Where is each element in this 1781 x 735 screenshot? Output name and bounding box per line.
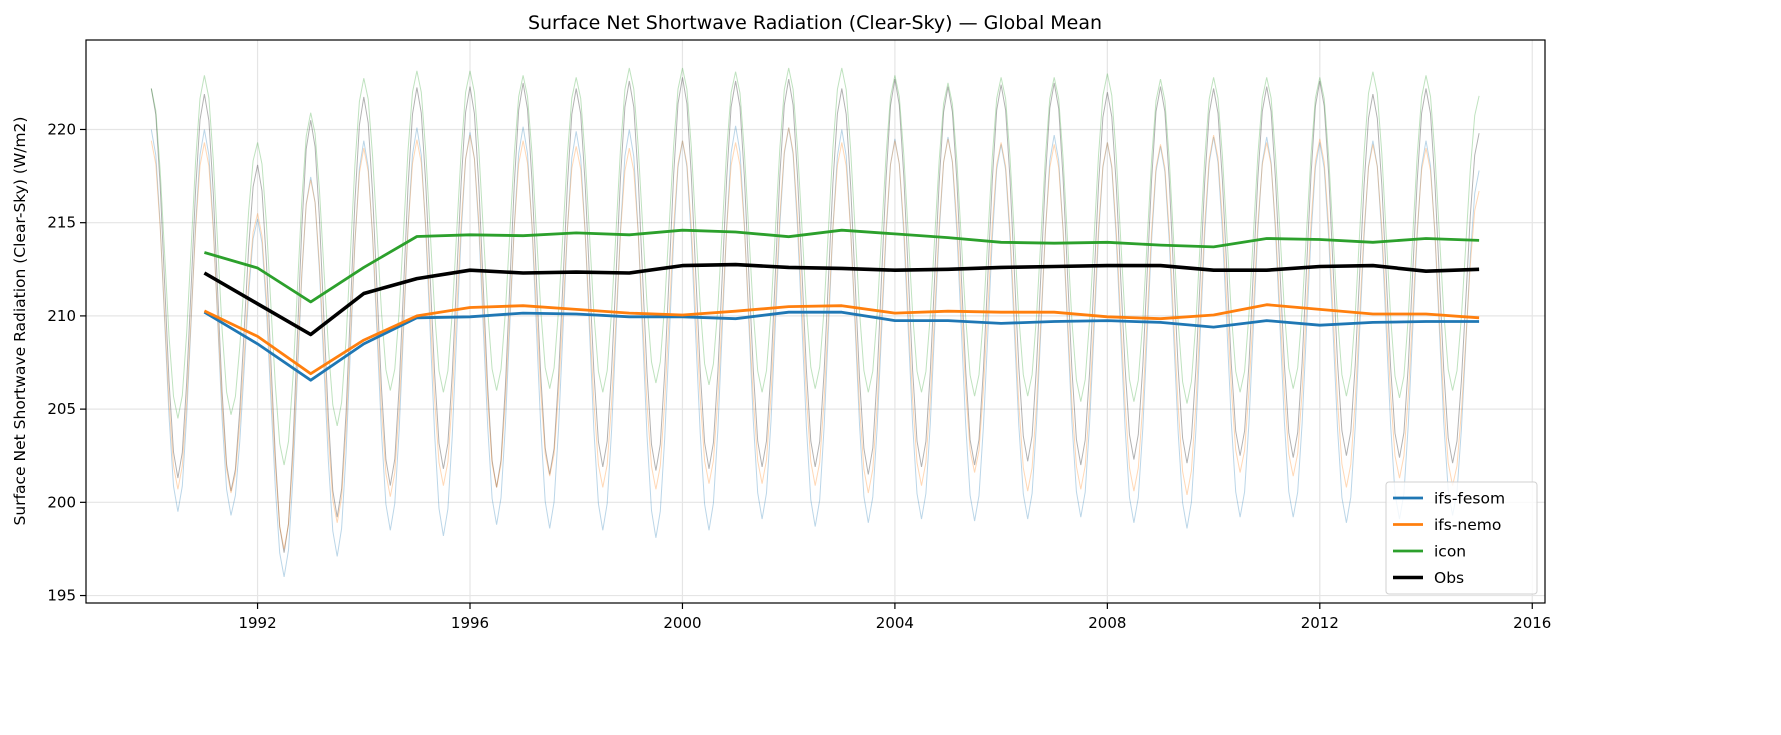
annual-line-ifs-nemo xyxy=(203,303,1480,376)
legend-label: ifs-fesom xyxy=(1434,490,1505,508)
monthly-line-obs xyxy=(150,77,1480,553)
annual-line-icon xyxy=(204,228,1480,304)
annual-mean-series xyxy=(203,228,1480,382)
y-tick-label: 215 xyxy=(47,214,76,232)
monthly-line-ifs-nemo xyxy=(150,127,1480,549)
x-tick-label: 2016 xyxy=(1513,614,1551,632)
x-tick-label: 2000 xyxy=(663,614,701,632)
x-tick-label: 2012 xyxy=(1301,614,1339,632)
legend-label: Obs xyxy=(1434,569,1464,587)
monthly-series xyxy=(150,67,1480,577)
x-tick-label: 1992 xyxy=(238,614,276,632)
y-tick-label: 210 xyxy=(47,307,76,325)
y-tick-label: 220 xyxy=(47,120,76,138)
chart-title: Surface Net Shortwave Radiation (Clear-S… xyxy=(528,12,1102,34)
monthly-line-ifs-fesom xyxy=(150,125,1480,577)
annual-line-ifs-fesom xyxy=(203,310,1480,382)
axis-ticks: 1992 1996 2000 2004 2008 2012 2016 195 200 205 210… xyxy=(47,120,1551,632)
y-tick-label: 200 xyxy=(47,493,76,511)
monthly-line-icon xyxy=(150,67,1480,466)
annual-line-obs xyxy=(203,262,1480,337)
y-axis-label: Surface Net Shortwave Radiation (Clear-S… xyxy=(11,117,29,526)
y-tick-label: 195 xyxy=(47,587,76,605)
legend: ifs-fesom ifs-nemo icon Obs xyxy=(1385,481,1538,595)
legend-label: ifs-nemo xyxy=(1434,516,1501,534)
y-tick-label: 205 xyxy=(47,400,76,418)
plot-frame xyxy=(85,39,1546,604)
x-tick-label: 2004 xyxy=(876,614,914,632)
x-tick-label: 1996 xyxy=(451,614,489,632)
x-tick-label: 2008 xyxy=(1088,614,1126,632)
legend-label: icon xyxy=(1434,543,1466,561)
legend-box xyxy=(1385,481,1538,595)
